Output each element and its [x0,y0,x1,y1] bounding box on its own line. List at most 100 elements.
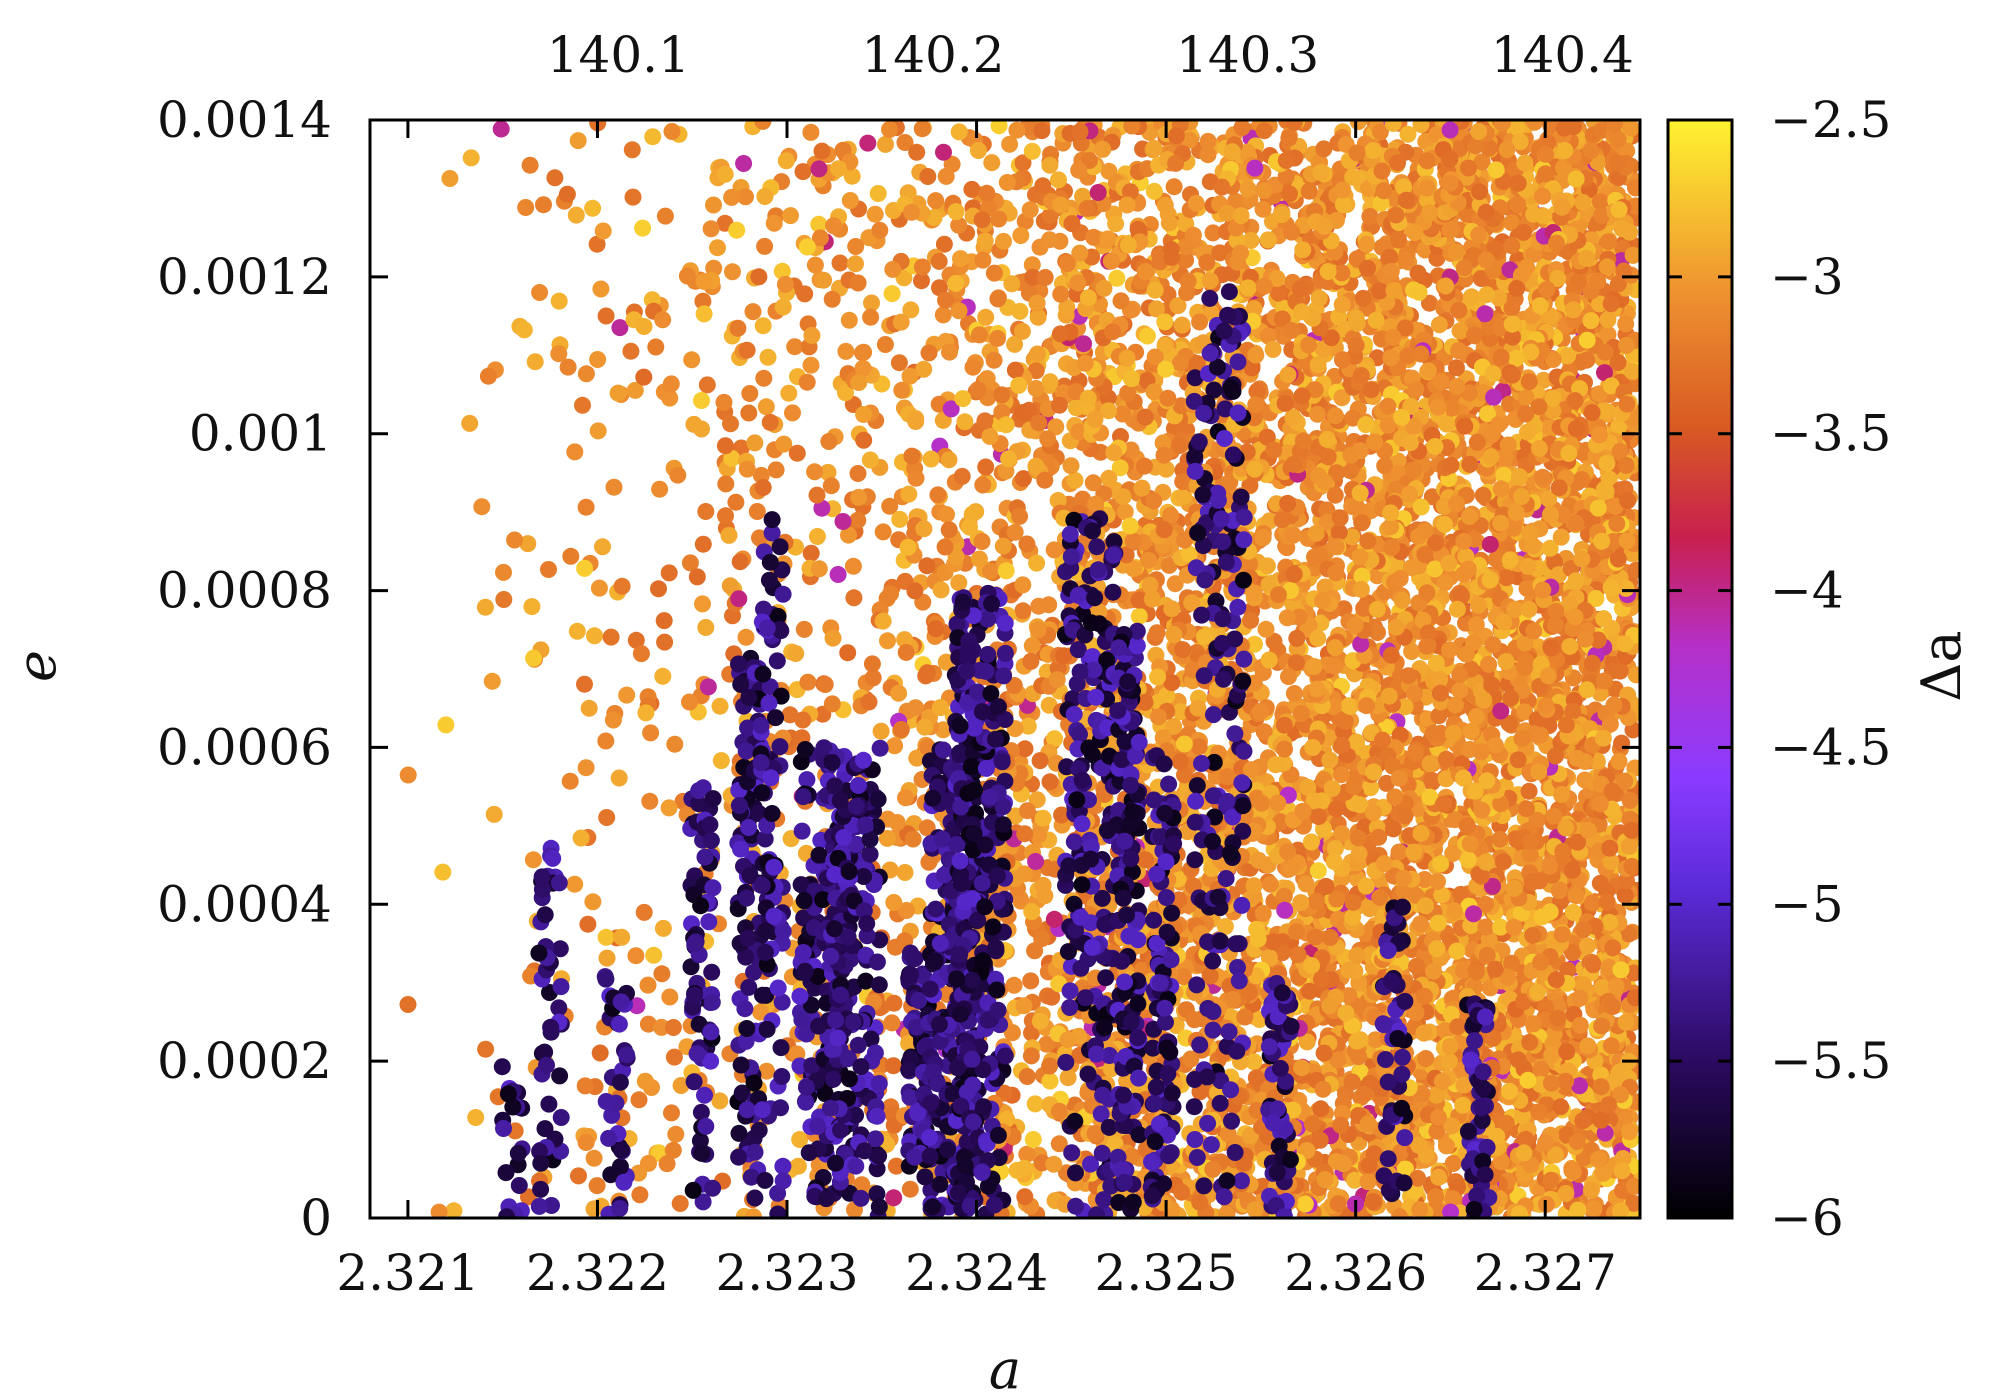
data-point [929,486,947,504]
data-point [644,128,662,146]
data-point [705,196,722,214]
data-point [1028,791,1046,809]
data-point [661,988,679,1006]
data-point [903,203,920,221]
data-point [1138,327,1156,345]
data-point [485,805,503,823]
data-point [566,443,584,461]
data-point [1018,1145,1036,1163]
data-point [837,342,855,360]
data-point [806,463,824,481]
data-point [709,239,726,257]
data-point [594,222,612,240]
data-point [605,478,623,496]
data-point [1041,373,1059,391]
data-point [550,292,568,310]
data-point [823,695,841,713]
data-point [1036,887,1054,905]
data-point [1613,734,1631,752]
data-point [618,686,636,704]
data-point [656,207,674,225]
data-point [1257,620,1275,638]
data-point [654,311,672,329]
data-point [1041,773,1059,791]
data-point [715,393,733,411]
data-point [1075,335,1093,353]
data-point [467,1109,485,1126]
data-point [602,628,620,646]
data-point [1312,1100,1330,1118]
data-point [492,120,510,138]
data-point [981,427,999,445]
data-point [740,404,758,422]
data-point [688,568,706,586]
data-point [1023,142,1041,160]
data-point [935,235,953,253]
data-point [913,272,930,290]
data-point [791,1131,809,1148]
data-point [845,589,863,607]
data-point [589,351,607,368]
data-point [977,458,995,476]
data-point [1040,596,1058,614]
data-point [849,465,867,482]
data-point [784,404,801,422]
data-point [866,205,884,223]
data-point [635,368,653,386]
data-point [964,358,982,376]
data-point [1448,942,1466,960]
data-point [757,398,775,416]
data-point [1022,972,1040,990]
data-point [808,528,826,545]
data-point [1204,224,1222,242]
data-point [1302,833,1320,851]
data-point [579,915,597,933]
data-point [1174,641,1192,659]
data-point [694,595,711,613]
data-point [844,557,862,575]
data-point [767,461,785,479]
data-point [655,612,673,630]
data-point [1112,292,1130,310]
data-point [1416,241,1434,259]
data-point [483,672,501,690]
data-point [594,538,611,556]
data-point [1034,177,1052,195]
data-point [694,535,712,553]
data-point [756,237,774,255]
data-point [632,645,650,663]
data-point [1026,1095,1044,1113]
data-point [782,207,799,225]
data-point [702,220,720,238]
data-point [1029,621,1047,639]
data-point [584,893,602,911]
data-point [576,559,594,577]
data-point [572,829,590,847]
data-point [1245,877,1263,895]
data-point [780,384,798,402]
data-point [839,644,857,662]
data-point [1022,652,1040,670]
data-point [1156,196,1174,214]
data-point [1578,351,1596,369]
data-point [935,143,952,161]
data-point [1050,171,1067,189]
data-point [876,336,894,353]
data-point [697,619,715,636]
data-point [897,789,914,807]
data-point [609,384,627,402]
data-point [627,947,645,965]
data-point [819,463,837,481]
data-point [1066,471,1084,489]
data-point [399,766,417,784]
data-point [597,928,615,946]
data-point [586,627,603,645]
data-point [976,232,994,250]
data-point [681,554,699,572]
data-point [750,268,768,286]
data-point [855,431,873,449]
data-point [883,1014,901,1032]
data-point [399,996,417,1013]
data-point [627,631,645,649]
